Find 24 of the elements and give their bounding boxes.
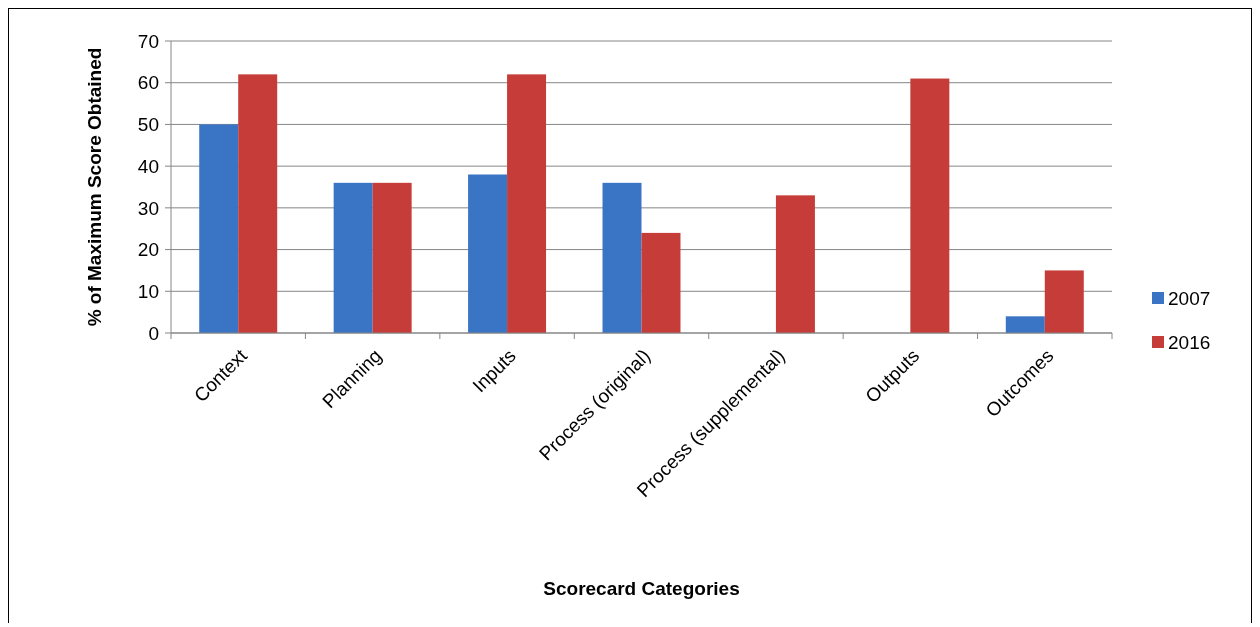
y-axis-title: % of Maximum Score Obtained xyxy=(84,47,105,327)
bar xyxy=(468,174,508,333)
y-tick-label: 0 xyxy=(148,322,159,344)
y-tick-label: 20 xyxy=(137,239,159,261)
bar xyxy=(641,232,681,333)
y-tick-label: 60 xyxy=(137,72,159,94)
legend-label: 2016 xyxy=(1168,331,1211,353)
y-tick-label: 10 xyxy=(137,280,159,302)
y-tick-label: 50 xyxy=(137,114,159,136)
bar xyxy=(602,182,642,333)
legend-label: 2007 xyxy=(1168,287,1211,309)
bar xyxy=(1044,270,1084,333)
bar xyxy=(910,78,950,333)
bar xyxy=(1005,316,1045,333)
y-tick-label: 30 xyxy=(137,197,159,219)
y-tick-label: 40 xyxy=(137,155,159,177)
bar xyxy=(333,182,373,333)
bar xyxy=(238,74,278,333)
bar xyxy=(199,124,239,333)
x-axis-title: Scorecard Categories xyxy=(543,578,740,599)
y-tick-label: 70 xyxy=(137,30,159,52)
bar xyxy=(372,182,412,333)
bar xyxy=(775,195,815,333)
bar xyxy=(507,74,547,333)
